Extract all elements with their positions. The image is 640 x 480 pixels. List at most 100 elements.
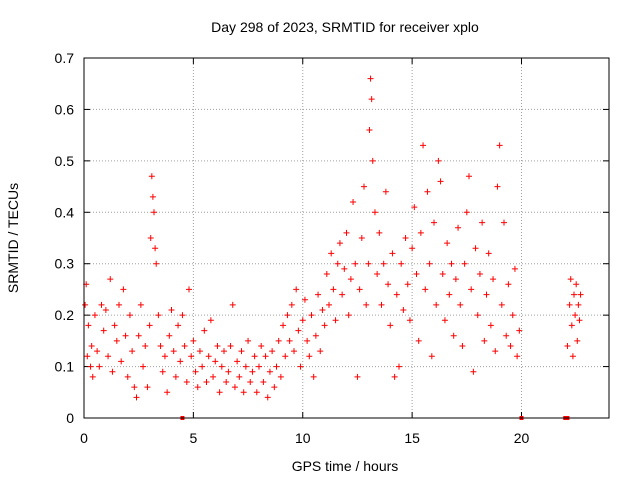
data-point	[312, 332, 319, 339]
data-point	[221, 348, 227, 355]
data-point	[452, 276, 459, 283]
data-point	[207, 317, 214, 324]
data-point	[396, 363, 402, 370]
data-point	[277, 373, 284, 380]
data-point	[472, 245, 479, 252]
data-point	[85, 322, 92, 329]
data-point	[190, 337, 197, 344]
data-point	[310, 373, 317, 380]
data-point	[371, 209, 378, 216]
data-point	[273, 363, 280, 370]
data-point	[366, 127, 373, 133]
data-point	[118, 358, 125, 365]
data-point	[457, 301, 464, 308]
data-point	[466, 173, 472, 180]
data-point	[479, 219, 486, 226]
data-point	[122, 332, 129, 339]
data-point	[82, 301, 89, 308]
data-point	[299, 317, 306, 324]
data-point	[170, 348, 177, 355]
data-point	[365, 260, 372, 267]
data-point	[574, 337, 581, 344]
data-point	[256, 363, 262, 370]
y-axis-title: SRMTID / TECUs	[5, 183, 21, 293]
y-tick-label: 0.1	[55, 359, 75, 375]
data-point	[356, 286, 363, 293]
data-point	[105, 353, 112, 360]
data-point	[126, 312, 133, 319]
data-point	[155, 312, 162, 319]
data-point	[181, 343, 188, 349]
data-point	[404, 281, 411, 288]
data-point	[266, 368, 273, 375]
x-tick-label: 10	[295, 430, 311, 446]
x-tick-label: 15	[404, 430, 420, 446]
y-tick-label: 0.6	[55, 101, 75, 117]
data-point	[113, 337, 120, 344]
data-point	[301, 296, 308, 303]
data-point	[564, 343, 571, 349]
data-point	[210, 373, 217, 380]
data-point	[376, 229, 383, 236]
data-point	[297, 363, 304, 370]
data-point	[428, 353, 435, 360]
data-point	[282, 353, 289, 360]
data-point	[382, 188, 389, 195]
data-point	[247, 379, 254, 385]
data-point	[245, 337, 252, 344]
data-point	[135, 332, 142, 339]
y-tick-label: 0.3	[55, 256, 75, 272]
data-point	[89, 373, 96, 380]
data-point	[234, 358, 241, 365]
x-tick-label: 20	[514, 430, 530, 446]
data-point	[470, 368, 477, 375]
data-point	[199, 363, 206, 370]
data-point	[409, 245, 416, 252]
data-point	[378, 301, 385, 308]
chart-title: Day 298 of 2023, SRMTID for receiver xpl…	[211, 19, 479, 35]
data-point	[271, 384, 278, 391]
data-point	[422, 286, 429, 293]
data-point	[120, 286, 127, 293]
data-point	[238, 348, 245, 355]
data-point	[133, 394, 140, 401]
data-point	[474, 312, 481, 319]
data-point	[361, 183, 367, 190]
data-point	[236, 373, 243, 380]
data-point	[249, 368, 256, 375]
data-point	[448, 260, 455, 267]
data-point	[147, 235, 154, 241]
data-point	[166, 332, 173, 339]
data-point	[487, 322, 494, 329]
data-point	[240, 389, 247, 396]
data-point	[343, 229, 350, 236]
data-point	[393, 291, 400, 298]
data-point	[358, 235, 365, 241]
data-point	[177, 358, 184, 365]
data-point	[317, 348, 324, 355]
data-point	[572, 312, 579, 319]
data-point	[251, 353, 258, 360]
data-point	[483, 291, 490, 298]
data-point	[124, 373, 131, 380]
data-point	[385, 281, 392, 288]
data-point	[87, 363, 94, 370]
data-point	[330, 286, 337, 293]
data-point	[334, 260, 341, 267]
data-point	[444, 240, 451, 247]
data-point	[225, 368, 232, 375]
data-point	[192, 368, 199, 375]
data-point	[116, 301, 122, 308]
data-point	[308, 312, 315, 319]
data-point	[111, 322, 118, 329]
data-point	[424, 188, 431, 195]
data-point	[400, 307, 407, 313]
data-point	[227, 343, 234, 349]
data-point	[391, 373, 398, 380]
data-point	[426, 260, 433, 267]
data-point	[129, 348, 136, 355]
data-point	[306, 353, 313, 360]
data-point	[323, 271, 330, 277]
data-point	[406, 317, 413, 324]
data-point	[304, 337, 311, 344]
